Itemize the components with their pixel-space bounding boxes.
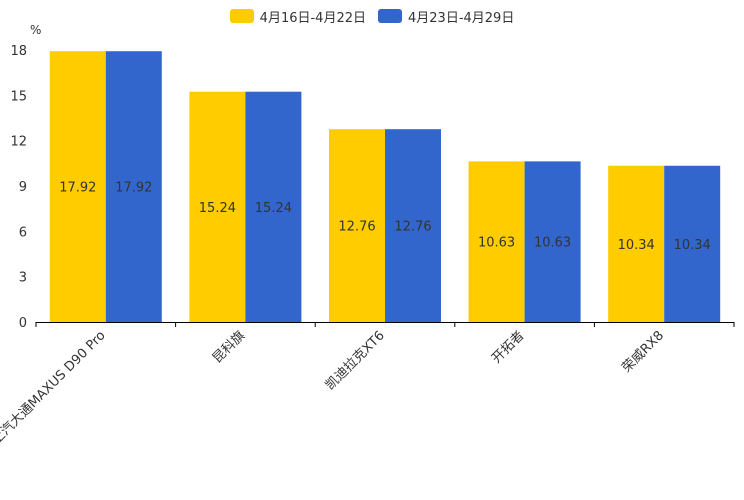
y-tick-label: 15: [10, 89, 27, 104]
y-tick-label: 9: [19, 180, 27, 195]
y-tick-label: 3: [19, 271, 27, 286]
y-tick-label: 0: [19, 316, 27, 331]
bar-value-label: 10.34: [674, 238, 711, 253]
legend-label-series-2: 4月23日-4月29日: [408, 10, 515, 26]
y-axis-ticks: 0 3 6 9 12 15 18: [10, 44, 27, 331]
x-category-label: 荣威RX8: [619, 328, 667, 376]
bar[interactable]: [608, 165, 665, 322]
bar-value-label: 15.24: [255, 201, 292, 216]
x-category-label: 上汽大通MAXUS D90 Pro: [0, 328, 109, 448]
bar[interactable]: [105, 51, 162, 322]
x-category-label: 凯迪拉克XT6: [323, 328, 388, 393]
x-axis: 上汽大通MAXUS D90 Pro 昆科旗 凯迪拉克XT6 开拓者 荣威RX8: [0, 322, 735, 448]
legend-swatch-series-1: [229, 9, 254, 23]
y-tick-label: 18: [10, 44, 27, 59]
bar-value-label: 10.34: [618, 238, 655, 253]
bar[interactable]: [189, 91, 246, 322]
bar[interactable]: [524, 161, 581, 322]
bar-value-label: 17.92: [115, 181, 152, 196]
legend-item-series-1[interactable]: 4月16日-4月22日: [229, 7, 366, 26]
x-category-label: 昆科旗: [209, 328, 248, 367]
bars-group: [49, 51, 721, 322]
bar[interactable]: [245, 91, 302, 322]
bar-value-label: 15.24: [199, 201, 236, 216]
bar-value-label: 12.76: [394, 220, 431, 235]
x-category-label: 开拓者: [489, 328, 527, 366]
value-labels-group: 17.92 17.92 15.24 15.24 12.76 12.76 10.63 10.63…: [59, 181, 711, 253]
bar-value-label: 17.92: [59, 181, 96, 196]
bar-value-label: 10.63: [534, 236, 571, 251]
bar-value-label: 12.76: [338, 220, 375, 235]
legend-swatch-series-2: [378, 9, 402, 23]
bar[interactable]: [49, 51, 106, 322]
bar-value-label: 10.63: [478, 236, 515, 251]
y-axis-unit-label: %: [30, 23, 41, 37]
bar[interactable]: [468, 161, 525, 322]
legend: 4月16日-4月22日 4月23日-4月29日: [0, 6, 744, 26]
y-tick-label: 12: [10, 135, 27, 150]
bar[interactable]: [664, 165, 721, 322]
legend-label-series-1: 4月16日-4月22日: [259, 10, 366, 26]
bar[interactable]: [385, 129, 441, 322]
bar[interactable]: [329, 129, 385, 322]
y-tick-label: 6: [19, 225, 27, 240]
legend-item-series-2[interactable]: 4月23日-4月29日: [378, 7, 514, 26]
